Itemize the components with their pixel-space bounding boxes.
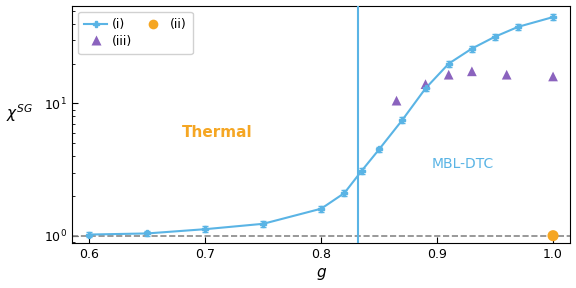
Legend: (i), (iii), (ii): (i), (iii), (ii): [78, 12, 192, 54]
X-axis label: $g$: $g$: [316, 266, 327, 283]
Point: [467, 69, 476, 74]
Y-axis label: $\chi^{SG}$: $\chi^{SG}$: [6, 103, 32, 124]
Point: [444, 72, 453, 77]
Text: MBL-DTC: MBL-DTC: [431, 157, 494, 171]
Point: [502, 72, 511, 77]
Point: [548, 233, 558, 238]
Point: [392, 98, 401, 103]
Point: [548, 74, 558, 79]
Point: [421, 82, 430, 86]
Text: Thermal: Thermal: [181, 125, 252, 140]
